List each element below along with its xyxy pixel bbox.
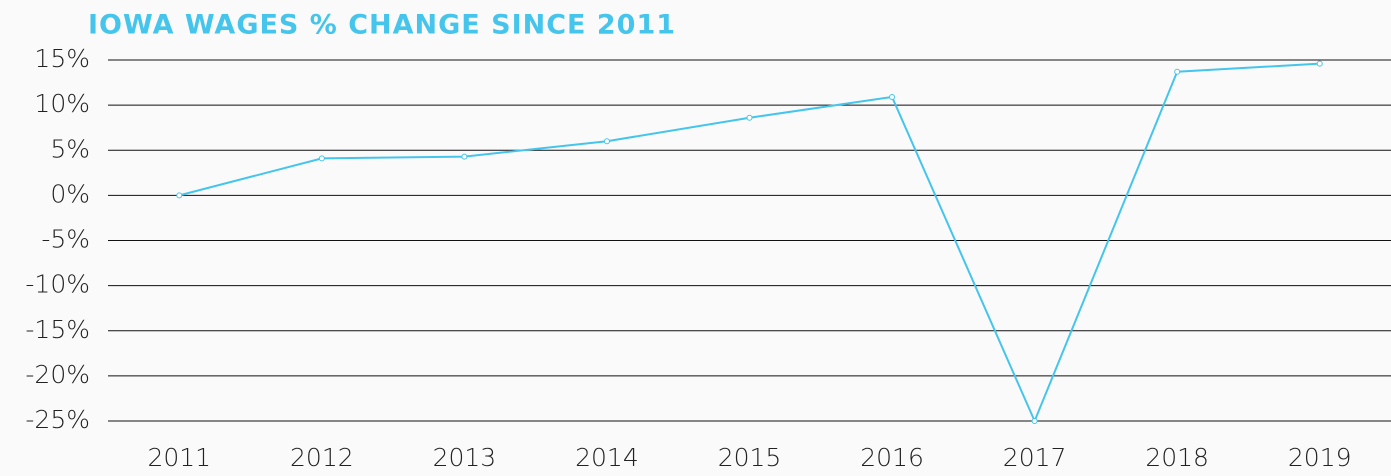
x-tick-label: 2016 <box>860 443 924 472</box>
y-tick-label: -5% <box>41 225 90 254</box>
x-tick-label: 2017 <box>1003 443 1067 472</box>
y-tick-label: 10% <box>34 89 90 118</box>
x-tick-label: 2011 <box>147 443 211 472</box>
point <box>1316 60 1323 67</box>
y-tick-label: -10% <box>25 270 90 299</box>
x-tick-label: 2012 <box>290 443 354 472</box>
point <box>1031 418 1038 424</box>
point <box>318 155 325 162</box>
y-tick-label: -20% <box>25 360 90 389</box>
x-tick-label: 2013 <box>433 443 497 472</box>
point <box>461 153 468 160</box>
point <box>603 138 610 145</box>
y-tick-label: 15% <box>34 44 90 73</box>
x-tick-label: 2018 <box>1145 443 1209 472</box>
x-tick-label: 2019 <box>1288 443 1352 472</box>
x-tick-label: 2014 <box>575 443 639 472</box>
y-tick-label: 5% <box>50 134 90 163</box>
y-tick-label: -25% <box>25 405 90 434</box>
x-tick-label: 2015 <box>718 443 782 472</box>
chart-title: IOWA WAGES % CHANGE SINCE 2011 <box>88 10 676 41</box>
y-tick-label: 0% <box>50 179 90 208</box>
point <box>746 114 753 121</box>
point <box>889 94 896 101</box>
point <box>1174 68 1181 75</box>
point <box>176 192 183 199</box>
y-tick-label: -15% <box>25 315 90 344</box>
